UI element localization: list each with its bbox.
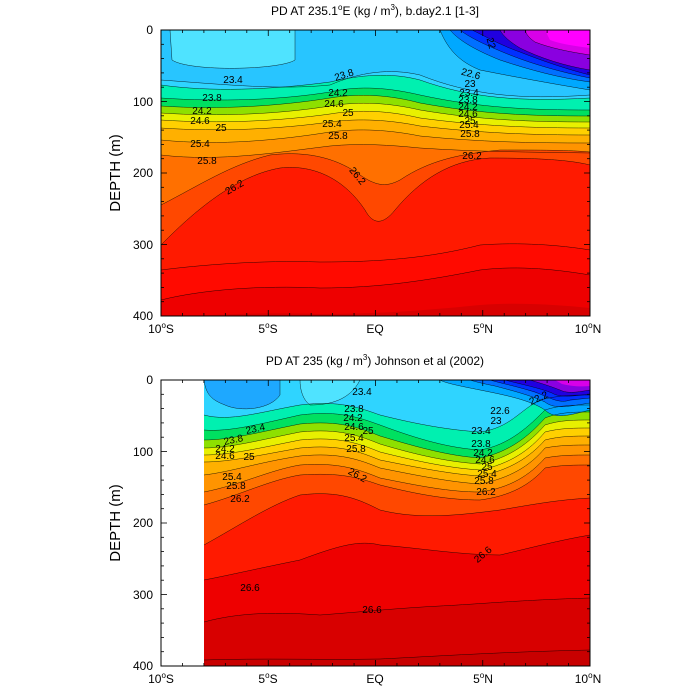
contour-label: 25.8 bbox=[474, 476, 494, 487]
contour-label: 26.6 bbox=[240, 583, 260, 594]
y-tick-label: 0 bbox=[146, 373, 153, 387]
contour-label: 23.4 bbox=[245, 422, 267, 437]
contour-label: 22 bbox=[484, 37, 498, 51]
contour-label: 23.8 bbox=[471, 439, 491, 450]
bottom-y-tick-labels: 0 100 200 300 400 bbox=[133, 373, 153, 673]
bottom-chart-title: PD AT 235 (kg / m3) Johnson et al (2002) bbox=[266, 353, 484, 368]
contour-label: 22.6 bbox=[490, 406, 510, 417]
x-tick-label: 5oN bbox=[473, 671, 493, 686]
contour-label: 26.6 bbox=[362, 605, 382, 616]
contour-label: 23.8 bbox=[344, 404, 364, 415]
contour-label: 23.4 bbox=[352, 387, 372, 398]
y-tick-label: 400 bbox=[133, 309, 153, 323]
x-tick-label: 5oS bbox=[258, 321, 277, 336]
contour-label: 24.2 bbox=[343, 413, 363, 424]
x-tick-label: EQ bbox=[366, 672, 383, 686]
contour-label: 25.8 bbox=[328, 131, 348, 142]
top-chart-title: PD AT 235.1oE (kg / m3), b.day2.1 [1-3] bbox=[271, 3, 479, 18]
contour-label: 24.6 bbox=[215, 451, 235, 462]
top-x-tick-labels: 10oS 5oS EQ 5oN 10oN bbox=[148, 321, 601, 336]
bottom-contour-labels: 23.4 23.8 24.2 24.6 25 25.4 25.8 26.2 23… bbox=[215, 387, 550, 616]
contour-label: 23.8 bbox=[202, 93, 222, 104]
contour-label: 24.6 bbox=[344, 422, 364, 433]
contour-label: 26.2 bbox=[230, 494, 250, 505]
contour-label: 25.4 bbox=[222, 472, 242, 483]
y-tick-label: 0 bbox=[146, 23, 153, 37]
contour-label: 23 bbox=[490, 416, 502, 427]
contour-label: 25.8 bbox=[226, 481, 246, 492]
contour-label: 24.6 bbox=[458, 109, 478, 120]
contour-label: 25.4 bbox=[322, 119, 342, 130]
contour-label: 23.8 bbox=[458, 95, 478, 106]
contour-label: 25.4 bbox=[190, 139, 210, 150]
bottom-y-axis-label: DEPTH (m) bbox=[107, 484, 124, 562]
contour-label: 23.4 bbox=[459, 88, 479, 99]
y-tick-label: 300 bbox=[133, 588, 153, 602]
contour-label: 25.8 bbox=[460, 129, 480, 140]
top-y-axis-label: DEPTH (m) bbox=[107, 134, 124, 212]
contour-label: 22.6 bbox=[460, 67, 482, 83]
bottom-axis-ticks bbox=[160, 379, 591, 667]
contour-label: 25.4 bbox=[477, 469, 497, 480]
contour-label: 25.8 bbox=[346, 444, 366, 455]
contour-label: 24.6 bbox=[475, 455, 495, 466]
top-panel: PD AT 235.1oE (kg / m3), b.day2.1 [1-3] bbox=[107, 3, 601, 336]
bottom-contour-fill bbox=[203, 380, 590, 666]
contour-label: 25 bbox=[481, 462, 493, 473]
contour-label: 25 bbox=[464, 116, 476, 127]
contour-label: 25 bbox=[342, 108, 354, 119]
x-tick-label: 10oN bbox=[575, 321, 601, 336]
contour-label: 23.8 bbox=[223, 433, 245, 448]
top-y-tick-labels: 0 100 200 300 400 bbox=[133, 23, 153, 323]
contour-label: 25.8 bbox=[197, 156, 217, 167]
y-tick-label: 400 bbox=[133, 659, 153, 673]
contour-label: 26.2 bbox=[462, 151, 482, 162]
contour-label: 25 bbox=[215, 123, 227, 134]
contour-label: 24.2 bbox=[473, 448, 493, 459]
contour-label: 25.4 bbox=[344, 433, 364, 444]
contour-label: 25 bbox=[362, 426, 374, 437]
y-tick-label: 100 bbox=[133, 445, 153, 459]
contour-label: 24.2 bbox=[458, 102, 478, 113]
y-tick-label: 200 bbox=[133, 166, 153, 180]
bottom-panel: PD AT 235 (kg / m3) Johnson et al (2002) bbox=[107, 353, 601, 686]
x-tick-label: EQ bbox=[366, 322, 383, 336]
contour-label: 24.2 bbox=[192, 106, 212, 117]
x-tick-label: 10oN bbox=[575, 671, 601, 686]
top-contour-fill bbox=[161, 30, 590, 316]
contour-label: 24.6 bbox=[324, 99, 344, 110]
contour-label: 26.2 bbox=[476, 487, 496, 498]
y-tick-label: 200 bbox=[133, 516, 153, 530]
x-tick-label: 10oS bbox=[148, 671, 174, 686]
x-tick-label: 10oS bbox=[148, 321, 174, 336]
contour-label: 24.2 bbox=[215, 444, 235, 455]
y-tick-label: 100 bbox=[133, 95, 153, 109]
x-tick-label: 5oN bbox=[473, 321, 493, 336]
contour-label: 23.4 bbox=[471, 426, 491, 437]
contour-label: 23.4 bbox=[223, 75, 243, 86]
contour-label: 25.4 bbox=[459, 120, 479, 131]
contour-label: 24.6 bbox=[190, 116, 210, 127]
contour-label: 25 bbox=[243, 452, 255, 463]
x-tick-label: 5oS bbox=[258, 671, 277, 686]
contour-label: 24.2 bbox=[328, 88, 348, 99]
top-axis-ticks bbox=[160, 29, 591, 317]
bottom-x-tick-labels: 10oS 5oS EQ 5oN 10oN bbox=[148, 671, 601, 686]
contour-label: 23 bbox=[464, 79, 476, 90]
y-tick-label: 300 bbox=[133, 238, 153, 252]
